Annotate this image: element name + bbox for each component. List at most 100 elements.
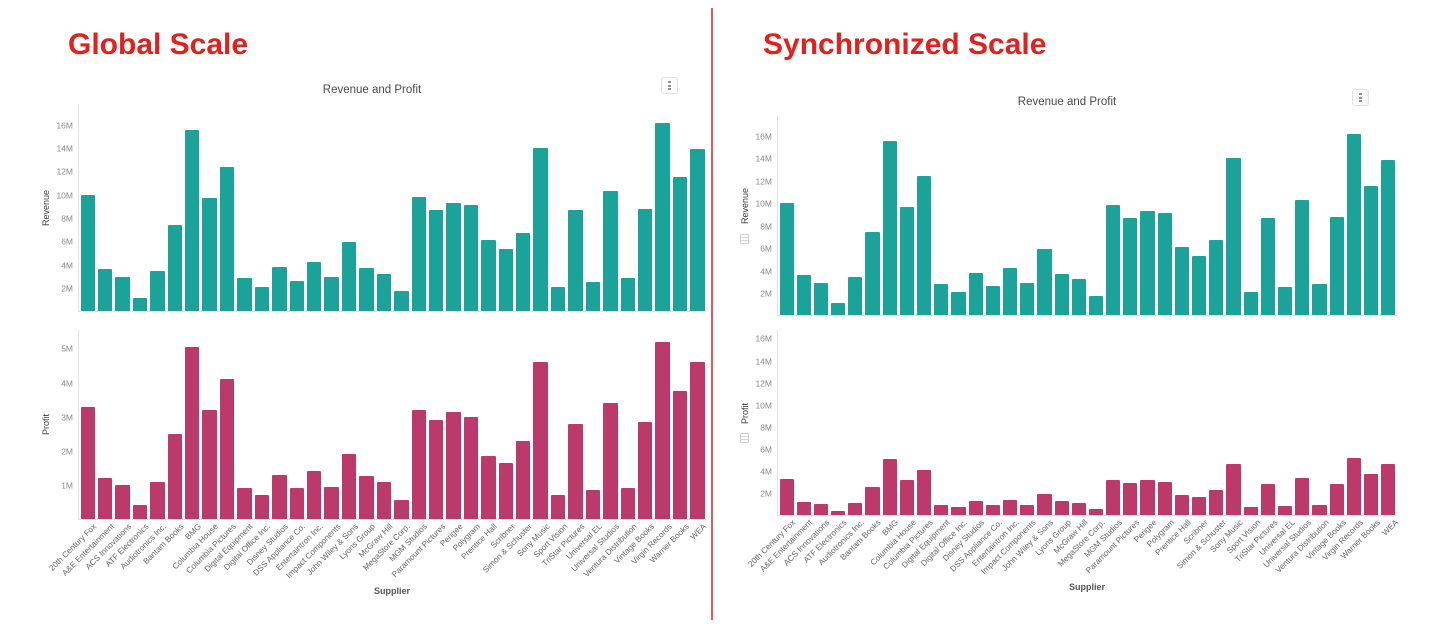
bar-profit[interactable] bbox=[516, 440, 531, 519]
bar-revenue[interactable] bbox=[254, 286, 270, 311]
bar-revenue[interactable] bbox=[167, 224, 183, 311]
bar-revenue[interactable] bbox=[550, 286, 566, 311]
bar-profit[interactable] bbox=[1277, 505, 1293, 515]
bar-profit[interactable] bbox=[672, 391, 688, 519]
bar-revenue[interactable] bbox=[359, 267, 374, 311]
bar-revenue[interactable] bbox=[1037, 249, 1052, 315]
bar-revenue[interactable] bbox=[185, 129, 200, 311]
bar-revenue[interactable] bbox=[1346, 133, 1361, 315]
bar-revenue[interactable] bbox=[219, 166, 235, 311]
bar-profit[interactable] bbox=[272, 474, 287, 519]
bar-profit[interactable] bbox=[115, 484, 130, 519]
bar-revenue[interactable] bbox=[968, 272, 983, 315]
bar-revenue[interactable] bbox=[1295, 199, 1310, 315]
bar-profit[interactable] bbox=[917, 469, 932, 515]
bar-revenue[interactable] bbox=[1226, 158, 1241, 315]
bar-profit[interactable] bbox=[968, 500, 983, 515]
bar-profit[interactable] bbox=[80, 406, 95, 519]
bar-profit[interactable] bbox=[951, 507, 966, 515]
bar-revenue[interactable] bbox=[411, 197, 426, 311]
bar-profit[interactable] bbox=[394, 500, 409, 519]
bar-profit[interactable] bbox=[620, 488, 635, 519]
bar-profit[interactable] bbox=[202, 410, 217, 519]
bar-revenue[interactable] bbox=[80, 194, 95, 311]
bar-profit[interactable] bbox=[690, 362, 705, 519]
bar-revenue[interactable] bbox=[1243, 291, 1258, 315]
bar-profit[interactable] bbox=[1192, 496, 1207, 515]
bar-revenue[interactable] bbox=[1277, 287, 1293, 315]
bar-profit[interactable] bbox=[341, 454, 357, 519]
bar-profit[interactable] bbox=[882, 459, 897, 515]
bar-revenue[interactable] bbox=[1209, 240, 1224, 315]
bar-profit[interactable] bbox=[1260, 484, 1275, 515]
bar-revenue[interactable] bbox=[865, 232, 880, 315]
bar-profit[interactable] bbox=[813, 504, 829, 515]
bar-revenue[interactable] bbox=[115, 277, 130, 311]
bar-profit[interactable] bbox=[306, 471, 322, 519]
bar-revenue[interactable] bbox=[516, 233, 531, 311]
bar-revenue[interactable] bbox=[1071, 279, 1086, 315]
bar-revenue[interactable] bbox=[498, 249, 514, 311]
bar-profit[interactable] bbox=[1054, 501, 1069, 515]
bar-profit[interactable] bbox=[463, 416, 479, 519]
bar-profit[interactable] bbox=[376, 481, 392, 519]
bar-profit[interactable] bbox=[237, 488, 252, 519]
bar-profit[interactable] bbox=[638, 421, 653, 519]
bar-revenue[interactable] bbox=[585, 281, 601, 311]
bar-profit[interactable] bbox=[568, 423, 583, 519]
bar-profit[interactable] bbox=[1123, 483, 1138, 515]
bar-revenue[interactable] bbox=[1192, 255, 1207, 315]
bar-revenue[interactable] bbox=[1260, 217, 1275, 315]
bar-revenue[interactable] bbox=[1106, 205, 1121, 315]
bar-profit[interactable] bbox=[1312, 505, 1327, 515]
kebab-menu-icon[interactable] bbox=[1352, 89, 1369, 106]
bar-profit[interactable] bbox=[848, 502, 863, 515]
bar-profit[interactable] bbox=[1002, 499, 1018, 515]
bar-revenue[interactable] bbox=[446, 202, 461, 311]
bar-revenue[interactable] bbox=[779, 203, 794, 315]
bar-revenue[interactable] bbox=[672, 177, 688, 311]
bar-revenue[interactable] bbox=[376, 273, 392, 311]
bar-profit[interactable] bbox=[1157, 481, 1172, 515]
bar-profit[interactable] bbox=[985, 505, 1000, 515]
bar-revenue[interactable] bbox=[306, 262, 322, 311]
bar-revenue[interactable] bbox=[481, 240, 496, 311]
bar-revenue[interactable] bbox=[638, 208, 653, 311]
bar-revenue[interactable] bbox=[1123, 217, 1138, 315]
bar-revenue[interactable] bbox=[1157, 213, 1172, 315]
kebab-menu-icon[interactable] bbox=[661, 77, 678, 94]
bar-profit[interactable] bbox=[1295, 477, 1310, 515]
bar-profit[interactable] bbox=[796, 501, 811, 515]
bar-profit[interactable] bbox=[1088, 508, 1104, 515]
bar-profit[interactable] bbox=[219, 379, 235, 519]
bar-profit[interactable] bbox=[1381, 464, 1396, 515]
bar-revenue[interactable] bbox=[568, 209, 583, 311]
bar-revenue[interactable] bbox=[690, 149, 705, 311]
bar-revenue[interactable] bbox=[289, 280, 304, 311]
bar-profit[interactable] bbox=[498, 462, 514, 519]
bar-profit[interactable] bbox=[1363, 473, 1379, 515]
bar-revenue[interactable] bbox=[1312, 283, 1327, 315]
bar-profit[interactable] bbox=[359, 476, 374, 519]
bar-profit[interactable] bbox=[185, 347, 200, 519]
bar-profit[interactable] bbox=[324, 486, 339, 519]
bar-profit[interactable] bbox=[550, 495, 566, 519]
bar-revenue[interactable] bbox=[951, 291, 966, 315]
bar-revenue[interactable] bbox=[533, 148, 548, 311]
bar-profit[interactable] bbox=[865, 487, 880, 515]
bar-profit[interactable] bbox=[150, 481, 165, 519]
bar-revenue[interactable] bbox=[620, 278, 635, 311]
bar-revenue[interactable] bbox=[394, 291, 409, 311]
bar-revenue[interactable] bbox=[1054, 273, 1069, 315]
bar-profit[interactable] bbox=[167, 433, 183, 519]
bar-profit[interactable] bbox=[1140, 480, 1155, 515]
bar-profit[interactable] bbox=[481, 456, 496, 519]
bar-profit[interactable] bbox=[1329, 483, 1344, 515]
bar-profit[interactable] bbox=[289, 488, 304, 519]
bar-profit[interactable] bbox=[533, 362, 548, 519]
bar-revenue[interactable] bbox=[1329, 216, 1344, 315]
bar-revenue[interactable] bbox=[132, 298, 148, 311]
bar-revenue[interactable] bbox=[202, 198, 217, 311]
bar-revenue[interactable] bbox=[1088, 296, 1104, 315]
bar-revenue[interactable] bbox=[237, 278, 252, 311]
